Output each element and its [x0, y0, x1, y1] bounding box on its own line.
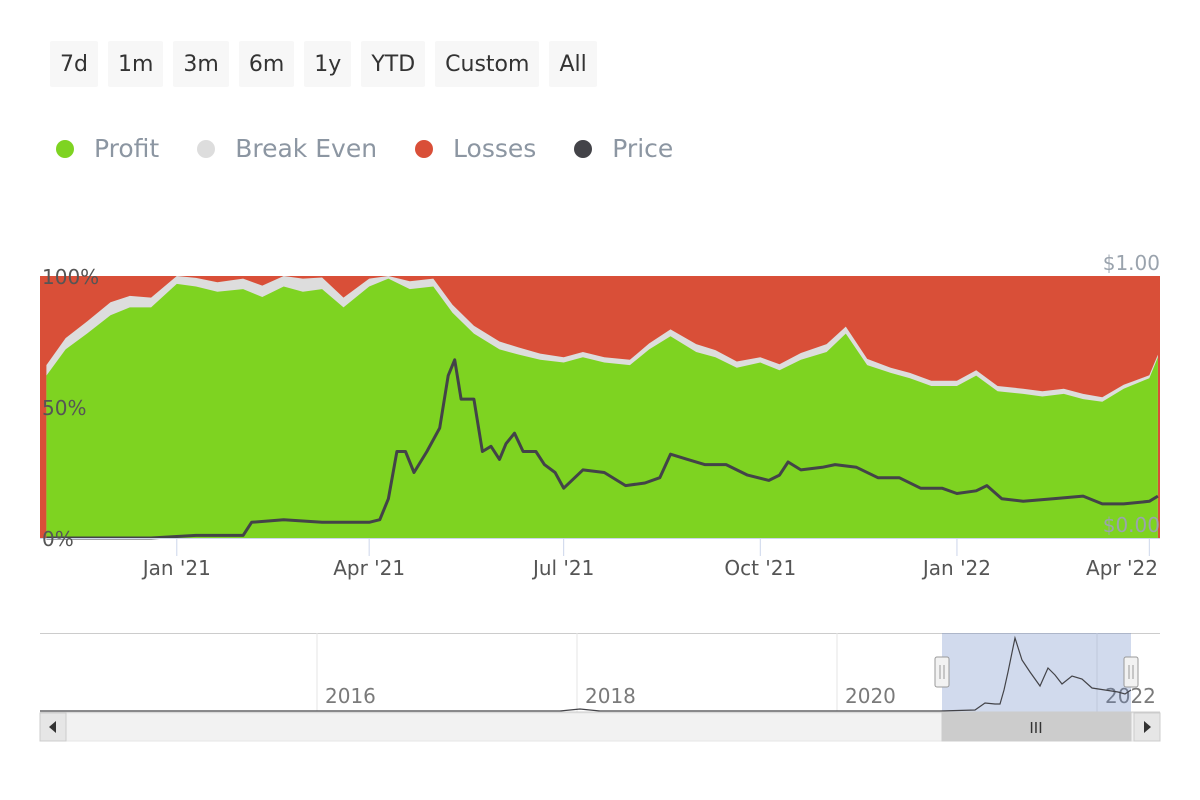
legend-label-profit: Profit [94, 134, 160, 163]
legend-item-price[interactable]: Price [574, 134, 673, 163]
x-tick-label: Oct '21 [724, 556, 796, 580]
y-left-tick-label: 100% [42, 265, 99, 289]
price-dot-icon [574, 139, 593, 158]
legend-label-price: Price [612, 134, 674, 163]
arrow-right-icon [1144, 721, 1151, 733]
navigator-selection[interactable] [942, 633, 1131, 712]
arrow-left-icon [49, 721, 56, 733]
x-tick-label: Apr '21 [333, 556, 405, 580]
y-right-tick-label: $0.00 [1103, 513, 1160, 537]
navigator[interactable]: 2016 2018 2020 2022 III [39, 633, 1161, 742]
navigator-year-label: 2020 [845, 684, 896, 708]
range-selector: 7d 1m 3m 6m 1y YTD Custom All [50, 41, 607, 87]
range-1y-button[interactable]: 1y [304, 41, 352, 87]
navigator-right-handle[interactable] [1123, 656, 1139, 688]
range-7d-button[interactable]: 7d [50, 41, 98, 87]
legend-item-losses[interactable]: Losses [415, 134, 536, 163]
y-left-tick-label: 0% [42, 527, 74, 551]
x-tick-label: Jul '21 [531, 556, 594, 580]
range-1m-button[interactable]: 1m [107, 41, 164, 87]
navigator-left-handle[interactable] [934, 656, 950, 688]
profit-dot-icon [56, 139, 74, 158]
range-custom-button[interactable]: Custom [435, 41, 540, 87]
y-right-tick-label: $1.00 [1103, 251, 1160, 275]
scrollbar-thumb[interactable] [941, 712, 1132, 742]
legend-item-profit[interactable]: Profit [56, 134, 159, 163]
axes: Jan '21 Apr '21 Jul '21 Oct '21 Jan '22 Apr '… [40, 251, 1160, 580]
losses-dot-icon [415, 139, 434, 158]
y-left-tick-label: 50% [42, 396, 86, 420]
navigator-series-line [40, 635, 1132, 712]
scrollbar-grip-icon: III [1029, 719, 1042, 737]
range-3m-button[interactable]: 3m [173, 41, 229, 87]
navigator-year-label: 2022 [1105, 684, 1156, 708]
x-tick-label: Apr '22 [1086, 556, 1158, 580]
x-tick-label: Jan '21 [141, 556, 211, 580]
handle-grip-icon[interactable] [934, 656, 950, 688]
legend-label-break-even: Break Even [235, 134, 378, 163]
plot-area [40, 276, 1160, 540]
range-ytd-button[interactable]: YTD [361, 41, 426, 87]
break-even-dot-icon [197, 139, 216, 158]
range-6m-button[interactable]: 6m [238, 41, 295, 87]
profit-area [46, 278, 1158, 538]
x-tick-label: Jan '22 [921, 556, 991, 580]
navigator-year-label: 2016 [325, 684, 376, 708]
price-line [46, 358, 1159, 540]
handle-grip-icon[interactable] [1123, 656, 1139, 688]
range-all-button[interactable]: All [549, 41, 597, 87]
legend-item-break-even[interactable]: Break Even [197, 134, 377, 163]
navigator-year-label: 2018 [585, 684, 636, 708]
legend-label-losses: Losses [453, 134, 537, 163]
legend: Profit Break Even Losses Price [56, 134, 711, 163]
